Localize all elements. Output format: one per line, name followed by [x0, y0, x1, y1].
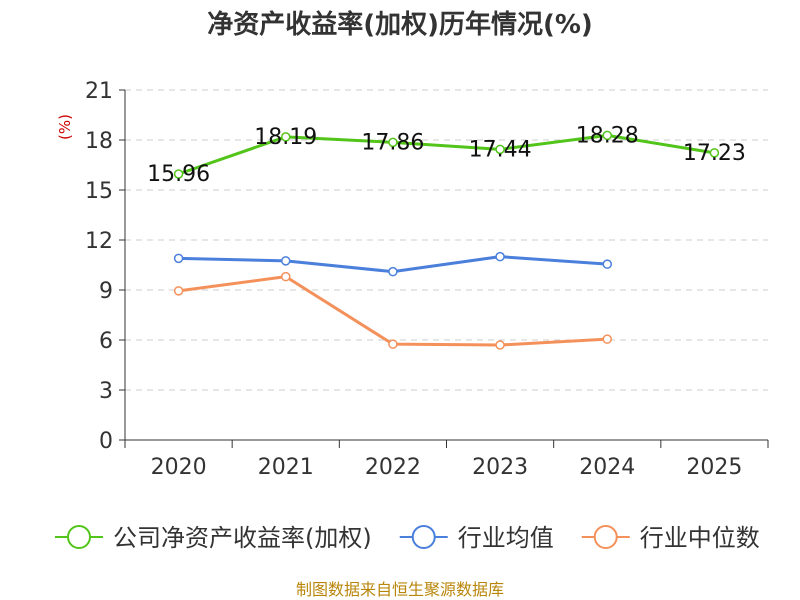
- data-label: 17.23: [683, 141, 746, 166]
- legend-marker-2: [593, 525, 618, 549]
- data-label: 18.19: [254, 125, 317, 150]
- grid-lines: [125, 89, 768, 391]
- legend-marker-1: [411, 525, 436, 549]
- chart-title: 净资产收益率(加权)历年情况(%): [207, 9, 593, 40]
- x-tick-label: 2023: [472, 455, 528, 480]
- axes: 0 3 6 9 12 15 18 21 2020 2021 2022 2023 2024 2025: [85, 79, 769, 480]
- data-point: [281, 132, 291, 142]
- y-tick-label: 9: [99, 279, 113, 304]
- data-point: [281, 271, 291, 282]
- y-tick-label: 6: [99, 329, 113, 354]
- x-tick-label: 2025: [686, 455, 742, 480]
- x-tick-label: 2024: [579, 455, 635, 480]
- y-axis-unit: (%): [56, 114, 74, 140]
- y-tick-label: 12: [85, 229, 113, 254]
- data-point: [709, 148, 720, 158]
- data-label: 15.96: [147, 162, 210, 187]
- data-point: [602, 259, 612, 269]
- x-tick-label: 2021: [258, 455, 314, 480]
- legend-label-1: 行业均值: [458, 524, 554, 552]
- data-point: [495, 251, 505, 262]
- legend: 公司净资产收益率(加权) 行业均值 行业中位数: [55, 524, 760, 552]
- data-point: [173, 253, 184, 264]
- data-point: [495, 144, 505, 155]
- y-tick-label: 0: [99, 429, 113, 454]
- data-label: 17.44: [469, 137, 532, 162]
- data-point: [281, 256, 291, 266]
- source-note: 制图数据来自恒生聚源数据库: [296, 580, 504, 599]
- series-layer: 15.96 18.19 17.86 17.44 18.28 17.23: [147, 123, 746, 350]
- legend-marker-0: [67, 525, 91, 549]
- y-tick-label: 15: [85, 179, 113, 204]
- y-tick-label: 3: [99, 379, 113, 404]
- data-point: [388, 266, 398, 277]
- data-point: [495, 340, 505, 350]
- data-point: [602, 334, 612, 344]
- data-point: [388, 137, 398, 148]
- data-point: [602, 130, 612, 141]
- legend-label-0: 公司净资产收益率(加权): [113, 524, 372, 552]
- data-point: [173, 286, 184, 296]
- x-tick-label: 2022: [365, 455, 421, 480]
- x-tick-label: 2020: [151, 455, 207, 480]
- legend-label-2: 行业中位数: [640, 524, 760, 552]
- y-tick-label: 18: [85, 129, 113, 154]
- series-line-2: [178, 275, 608, 347]
- data-label: 18.28: [576, 123, 639, 148]
- data-point: [388, 339, 398, 349]
- data-point: [173, 169, 184, 179]
- series-line-0: [178, 133, 715, 176]
- data-label: 17.86: [361, 130, 424, 155]
- y-tick-label: 21: [85, 79, 113, 104]
